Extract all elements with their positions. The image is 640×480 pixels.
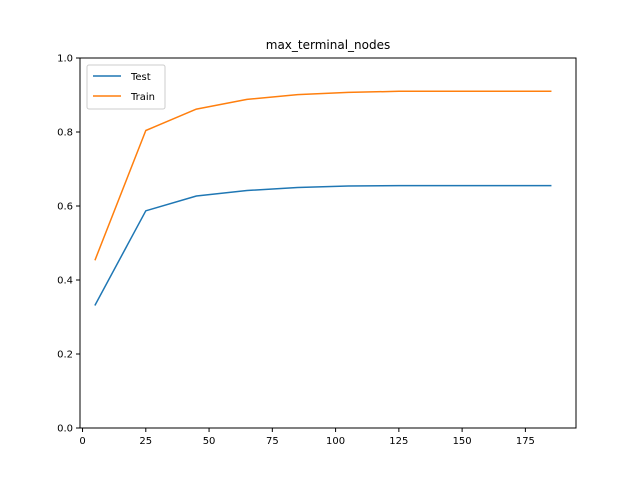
y-axis: 0.0 0.2 0.4 0.6 0.8 1.0: [57, 54, 80, 435]
plot-area-frame: [79, 57, 577, 429]
x-tick-label: 100: [326, 436, 345, 447]
y-tick-label: 0.2: [57, 350, 73, 361]
x-tick-label: 125: [389, 436, 408, 447]
x-tick-label: 0: [79, 436, 85, 447]
series-line-train: [94, 90, 552, 261]
x-tick-label: 50: [203, 436, 216, 447]
y-tick-label: 1.0: [57, 54, 73, 65]
x-tick-label: 75: [266, 436, 279, 447]
x-axis: 0 25 50 75 100 125 150 175: [79, 428, 535, 447]
y-tick-label: 0.8: [57, 128, 73, 139]
x-tick-label: 175: [516, 436, 535, 447]
series-line-test: [94, 184, 552, 306]
x-tick-label: 150: [453, 436, 472, 447]
y-tick-label: 0.0: [57, 424, 73, 435]
series-lines: [94, 90, 552, 306]
legend-label-test: Test: [130, 72, 151, 83]
legend-label-train: Train: [130, 92, 155, 103]
legend: Test Train: [86, 64, 166, 110]
chart-title: max_terminal_nodes: [266, 38, 390, 52]
y-tick-label: 0.4: [57, 276, 73, 287]
y-tick-label: 0.6: [57, 202, 73, 213]
x-tick-label: 25: [139, 436, 152, 447]
